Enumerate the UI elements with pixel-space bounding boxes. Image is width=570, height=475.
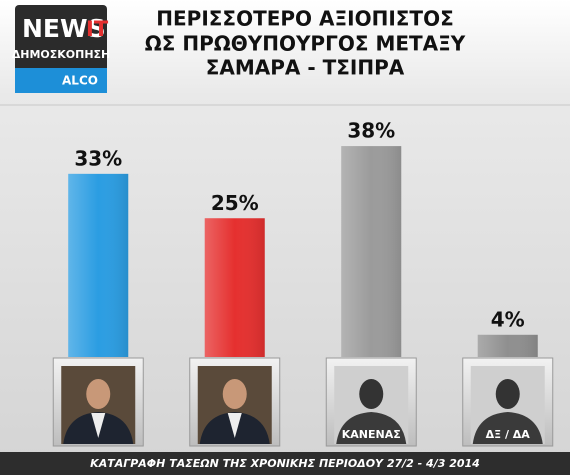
shoulders xyxy=(472,412,543,444)
bar-shine xyxy=(68,173,129,357)
logo-band xyxy=(15,68,107,93)
footer: ΚΑΤΑΓΡΑΦΗ ΤΑΣΕΩΝ ΤΗΣ ΧΡΟΝΙΚΗΣ ΠΕΡΙΟΔΟΥ 2… xyxy=(90,457,480,470)
value-label: 4% xyxy=(491,307,525,331)
logo-brand-suffix: IT xyxy=(86,17,109,41)
plot: 33% 25% 38% ΚΑΝΕΝΑΣ 4% ΔΞ / ΔΑ xyxy=(52,119,554,447)
title-line: ΩΣ ΠΡΩΘΥΠΟΥΡΓΟΣ ΜΕΤΑΞΥ xyxy=(145,32,466,56)
head xyxy=(86,379,111,409)
title-line: ΠΕΡΙΣΣΟΤΕΡΟ ΑΞΙΟΠΙΣΤΟΣ xyxy=(156,7,453,31)
head xyxy=(359,379,384,409)
bar-shine xyxy=(477,334,538,357)
bar-shine xyxy=(204,218,265,357)
category-label: ΚΑΝΕΝΑΣ xyxy=(342,428,401,441)
logo-pollster: ALCO xyxy=(62,74,98,88)
logo: NEWS IT ΔΗΜΟΣΚΟΠΗΣΗ ALCO xyxy=(12,5,111,93)
value-label: 38% xyxy=(347,119,395,143)
value-label: 25% xyxy=(211,191,259,215)
head xyxy=(495,379,520,409)
shirt xyxy=(91,413,106,438)
head xyxy=(222,379,247,409)
bar-shine xyxy=(341,146,402,357)
logo-subtitle: ΔΗΜΟΣΚΟΠΗΣΗ xyxy=(12,48,111,61)
category-label: ΔΞ / ΔΑ xyxy=(486,428,531,441)
logo-brand: NEWS xyxy=(22,14,106,43)
shirt xyxy=(227,413,242,438)
value-label: 33% xyxy=(74,146,122,170)
shoulders xyxy=(336,412,407,444)
footer-band xyxy=(0,452,570,475)
title-line: ΣΑΜΑΡΑ - ΤΣΙΠΡΑ xyxy=(206,56,405,80)
